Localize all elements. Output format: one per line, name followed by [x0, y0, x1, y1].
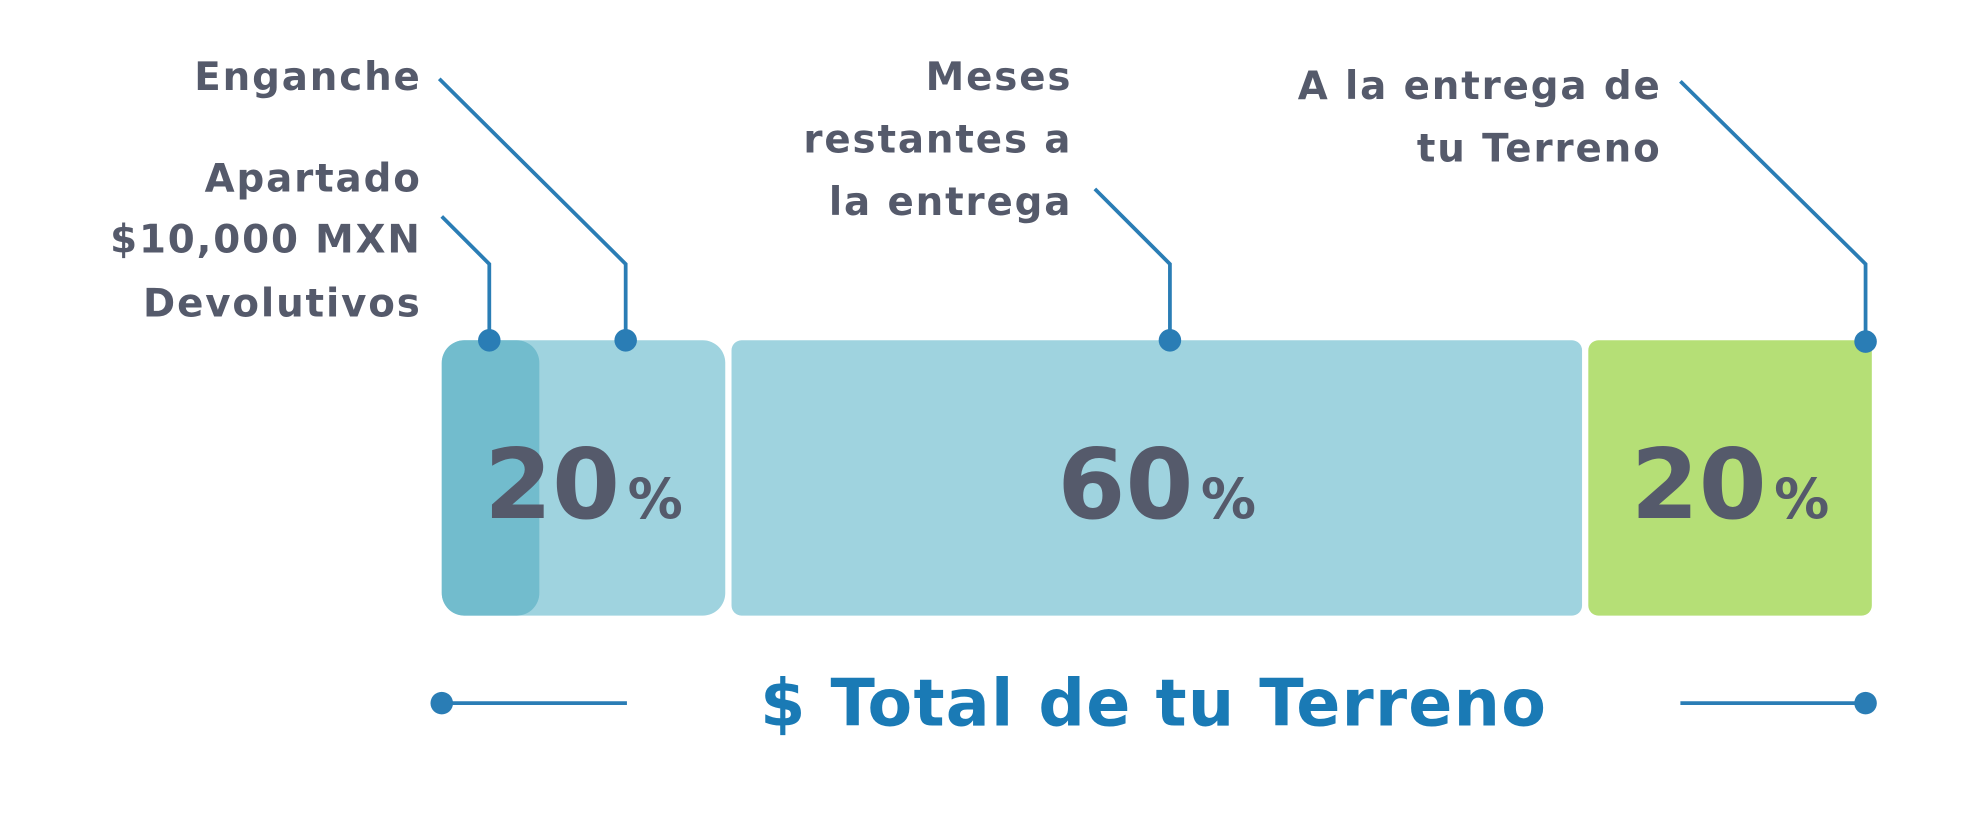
- percent-unit: %: [628, 467, 683, 531]
- leader-dot: [478, 329, 501, 352]
- leader-line: [437, 77, 628, 341]
- leader-dot: [614, 329, 637, 352]
- leader-dot: [1854, 330, 1877, 353]
- apartado-label: $10,000 MXN: [110, 218, 422, 263]
- segment: [1588, 340, 1872, 616]
- entrega-label: tu Terreno: [1417, 126, 1662, 171]
- percent-label: 60%: [1058, 428, 1256, 542]
- total-label: $ Total de tu Terreno: [760, 667, 1547, 742]
- leader-line: [1093, 187, 1172, 341]
- segment: [731, 340, 1583, 616]
- percent-value: 60: [1058, 428, 1194, 542]
- percent-unit: %: [1774, 467, 1829, 531]
- percent-label: 20%: [1631, 428, 1829, 542]
- percent-value: 20: [1631, 428, 1767, 542]
- leader-line: [1679, 79, 1868, 342]
- meses-label: Meses: [926, 55, 1073, 100]
- apartado-portion: [441, 340, 540, 616]
- apartado-label: Devolutivos: [143, 282, 422, 327]
- entrega-label: A la entrega de: [1298, 64, 1662, 109]
- percent-unit: %: [1201, 467, 1256, 531]
- leader-line: [440, 215, 492, 341]
- apartado-label: Apartado: [205, 156, 422, 201]
- percent-label: 20%: [484, 428, 682, 542]
- enganche-label: Enganche: [194, 55, 421, 100]
- percent-value: 20: [484, 428, 620, 542]
- total-dot: [430, 691, 454, 715]
- meses-label: la entrega: [829, 180, 1072, 225]
- percent-labels: 20% 60% 20%: [484, 428, 1829, 542]
- total-dot: [1854, 691, 1877, 715]
- meses-label: restantes a: [803, 118, 1072, 163]
- leader-dot: [1158, 329, 1182, 352]
